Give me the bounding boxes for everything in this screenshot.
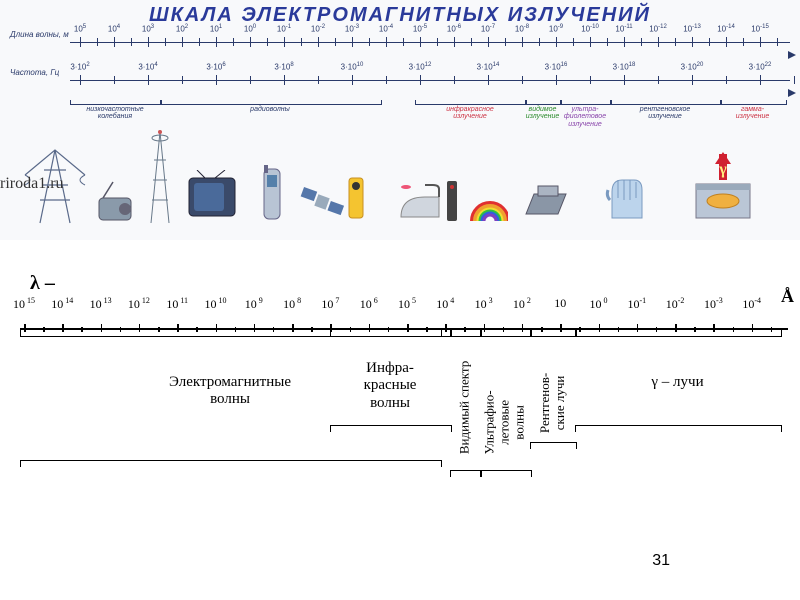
frequency-axis-label: Частота, Гц (10, 68, 59, 77)
frequency-axis-line (70, 80, 790, 81)
bottom-diagram-panel: λ – Å 10 1510 1410 1310 1210 1110 1010 9… (0, 242, 800, 582)
wavelength-axis-line (70, 42, 790, 43)
svg-text:γ: γ (718, 161, 727, 178)
glove-icon (600, 170, 650, 230)
yellow-icon (345, 170, 370, 230)
scanner-icon (520, 180, 570, 230)
bottom-regions: ЭлектромагнитныеволныИнфра-красныеволныВ… (20, 330, 788, 530)
top-diagram-panel: ШКАЛА ЭЛЕКТРОМАГНИТНЫХ ИЗЛУЧЕНИЙ Длина в… (0, 0, 800, 242)
remote-icon (445, 177, 460, 230)
satellite-icon (300, 180, 345, 230)
axis-arrow-icon (788, 51, 796, 59)
gamma-icon: γ (688, 150, 758, 230)
axis-arrow-icon (788, 89, 796, 97)
lambda-symbol: λ – (30, 272, 55, 295)
radio-icon (95, 180, 135, 230)
iron-icon (395, 183, 445, 230)
example-icons-row: γ (0, 130, 800, 230)
wavelength-axis-label: Длина волны, м (10, 30, 69, 39)
spectrum-regions-row: низкочастотныеколебаниярадиоволныинфракр… (70, 100, 790, 118)
page-number: 31 (652, 552, 670, 570)
wavelength-axis: Длина волны, м 10510410310210110010-110-… (10, 30, 790, 58)
frequency-axis: Частота, Гц 3·1023·1043·1063·1083·10103·… (10, 68, 790, 96)
watermark-text: riroda1.ru (0, 175, 64, 193)
angstrom-unit: Å (781, 286, 794, 307)
tower-icon (145, 130, 175, 230)
phone-icon (258, 163, 286, 230)
tv-icon (185, 170, 240, 230)
rainbow-icon (468, 177, 508, 230)
